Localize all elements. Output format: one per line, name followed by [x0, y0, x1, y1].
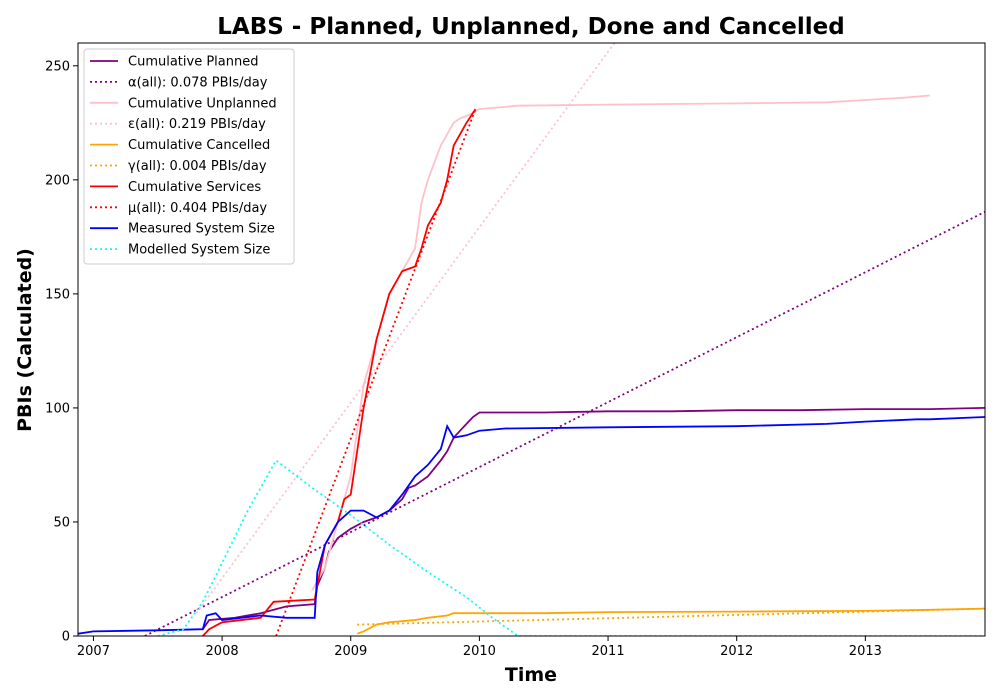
y-axis: 0 50 100 150 200 250 [45, 59, 78, 645]
x-tick-label: 2008 [206, 644, 239, 659]
x-axis-label: Time [505, 664, 557, 686]
y-tick-label: 0 [62, 630, 70, 645]
series-line-9 [157, 459, 985, 636]
x-tick-label: 2009 [334, 644, 367, 659]
legend-entry: Cumulative Cancelled [128, 138, 270, 153]
y-tick-label: 50 [53, 515, 70, 530]
series-line-8 [78, 416, 985, 635]
x-tick-label: 2010 [463, 644, 496, 659]
y-tick-label: 250 [45, 59, 70, 74]
x-tick-label: 2011 [592, 644, 625, 659]
legend-entry: α(all): 0.078 PBIs/day [128, 75, 268, 90]
legend-entry: Cumulative Unplanned [128, 96, 277, 111]
plot-area [78, 43, 985, 636]
series-line-4 [356, 607, 985, 635]
legend-entry: Modelled System Size [128, 243, 270, 258]
x-axis: 2007 2008 2009 2010 2011 2012 2013 [77, 636, 882, 659]
legend-box [83, 48, 295, 265]
legend: Cumulative Planned α(all): 0.078 PBIs/day… [83, 48, 295, 265]
series-line-7 [275, 108, 477, 636]
legend-entry: ε(all): 0.219 PBIs/day [128, 117, 266, 132]
series-line-2 [311, 94, 930, 591]
legend-entry: Cumulative Planned [128, 55, 258, 70]
y-tick-label: 150 [45, 287, 70, 302]
x-tick-label: 2012 [720, 644, 753, 659]
plot-frame [77, 42, 986, 637]
legend-entry: μ(all): 0.404 PBIs/day [128, 201, 267, 216]
series-line-6 [202, 108, 477, 636]
x-tick-label: 2007 [77, 644, 110, 659]
legend-entry: Cumulative Services [128, 180, 261, 195]
y-tick-label: 100 [45, 401, 70, 416]
legend-entry: γ(all): 0.004 PBIs/day [128, 159, 267, 174]
y-axis-label: PBIs (Calculated) [14, 248, 36, 432]
series-line-1 [144, 210, 985, 636]
legend-entry: Measured System Size [128, 222, 275, 237]
y-tick-label: 200 [45, 173, 70, 188]
chart-title: LABS - Planned, Unplanned, Done and Canc… [217, 14, 844, 40]
x-tick-label: 2013 [849, 644, 882, 659]
